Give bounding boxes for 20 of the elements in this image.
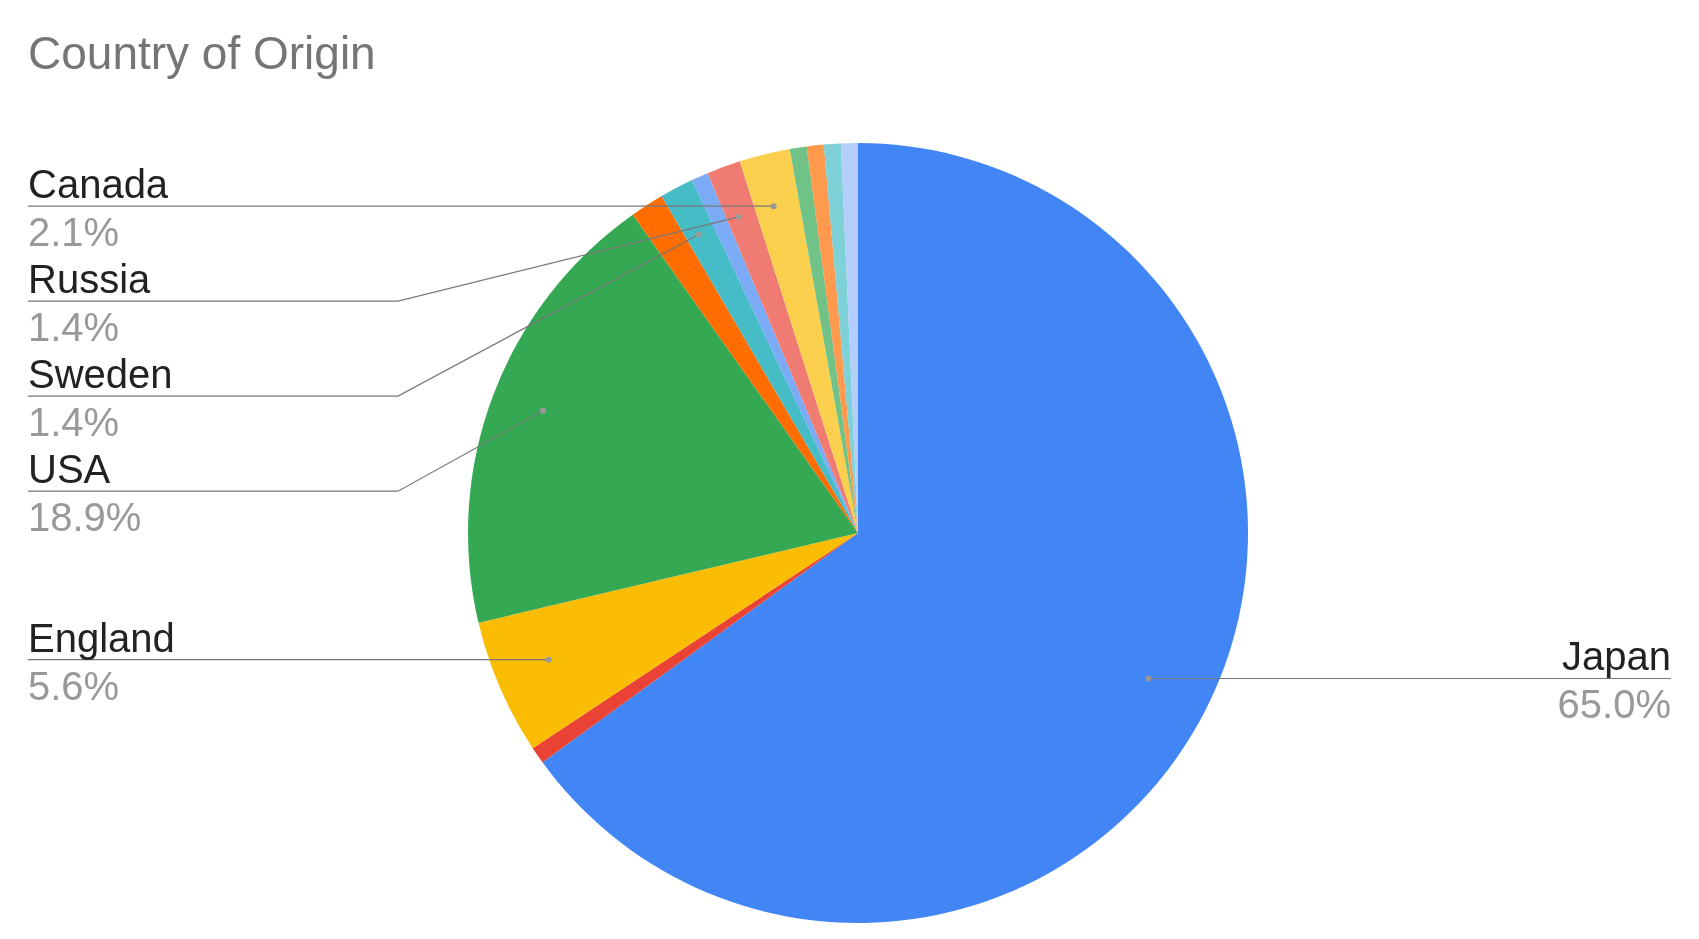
data-label: 2.1% [28,210,120,255]
data-label: 1.4% [28,305,120,350]
pie-slice [468,214,858,623]
pie-slice [632,196,858,533]
slice-label: USA [28,447,111,492]
data-label: 1.4% [28,400,120,445]
pie-slice [789,146,858,533]
data-label: 18.9% [28,495,142,540]
slice-label: Sweden [28,352,173,397]
chart-title: Country of Origin [28,26,376,80]
slice-label: Japan [1562,634,1671,679]
pie-slice [532,533,858,763]
pie-slice [542,143,1248,923]
pie-slice [739,149,858,533]
slice-label: England [28,615,175,660]
slice-label: Russia [28,257,152,302]
slice-label: Canada [28,162,169,207]
data-label: 5.6% [28,663,120,708]
data-label: 65.0% [1557,682,1671,727]
pie-slice [478,533,858,749]
